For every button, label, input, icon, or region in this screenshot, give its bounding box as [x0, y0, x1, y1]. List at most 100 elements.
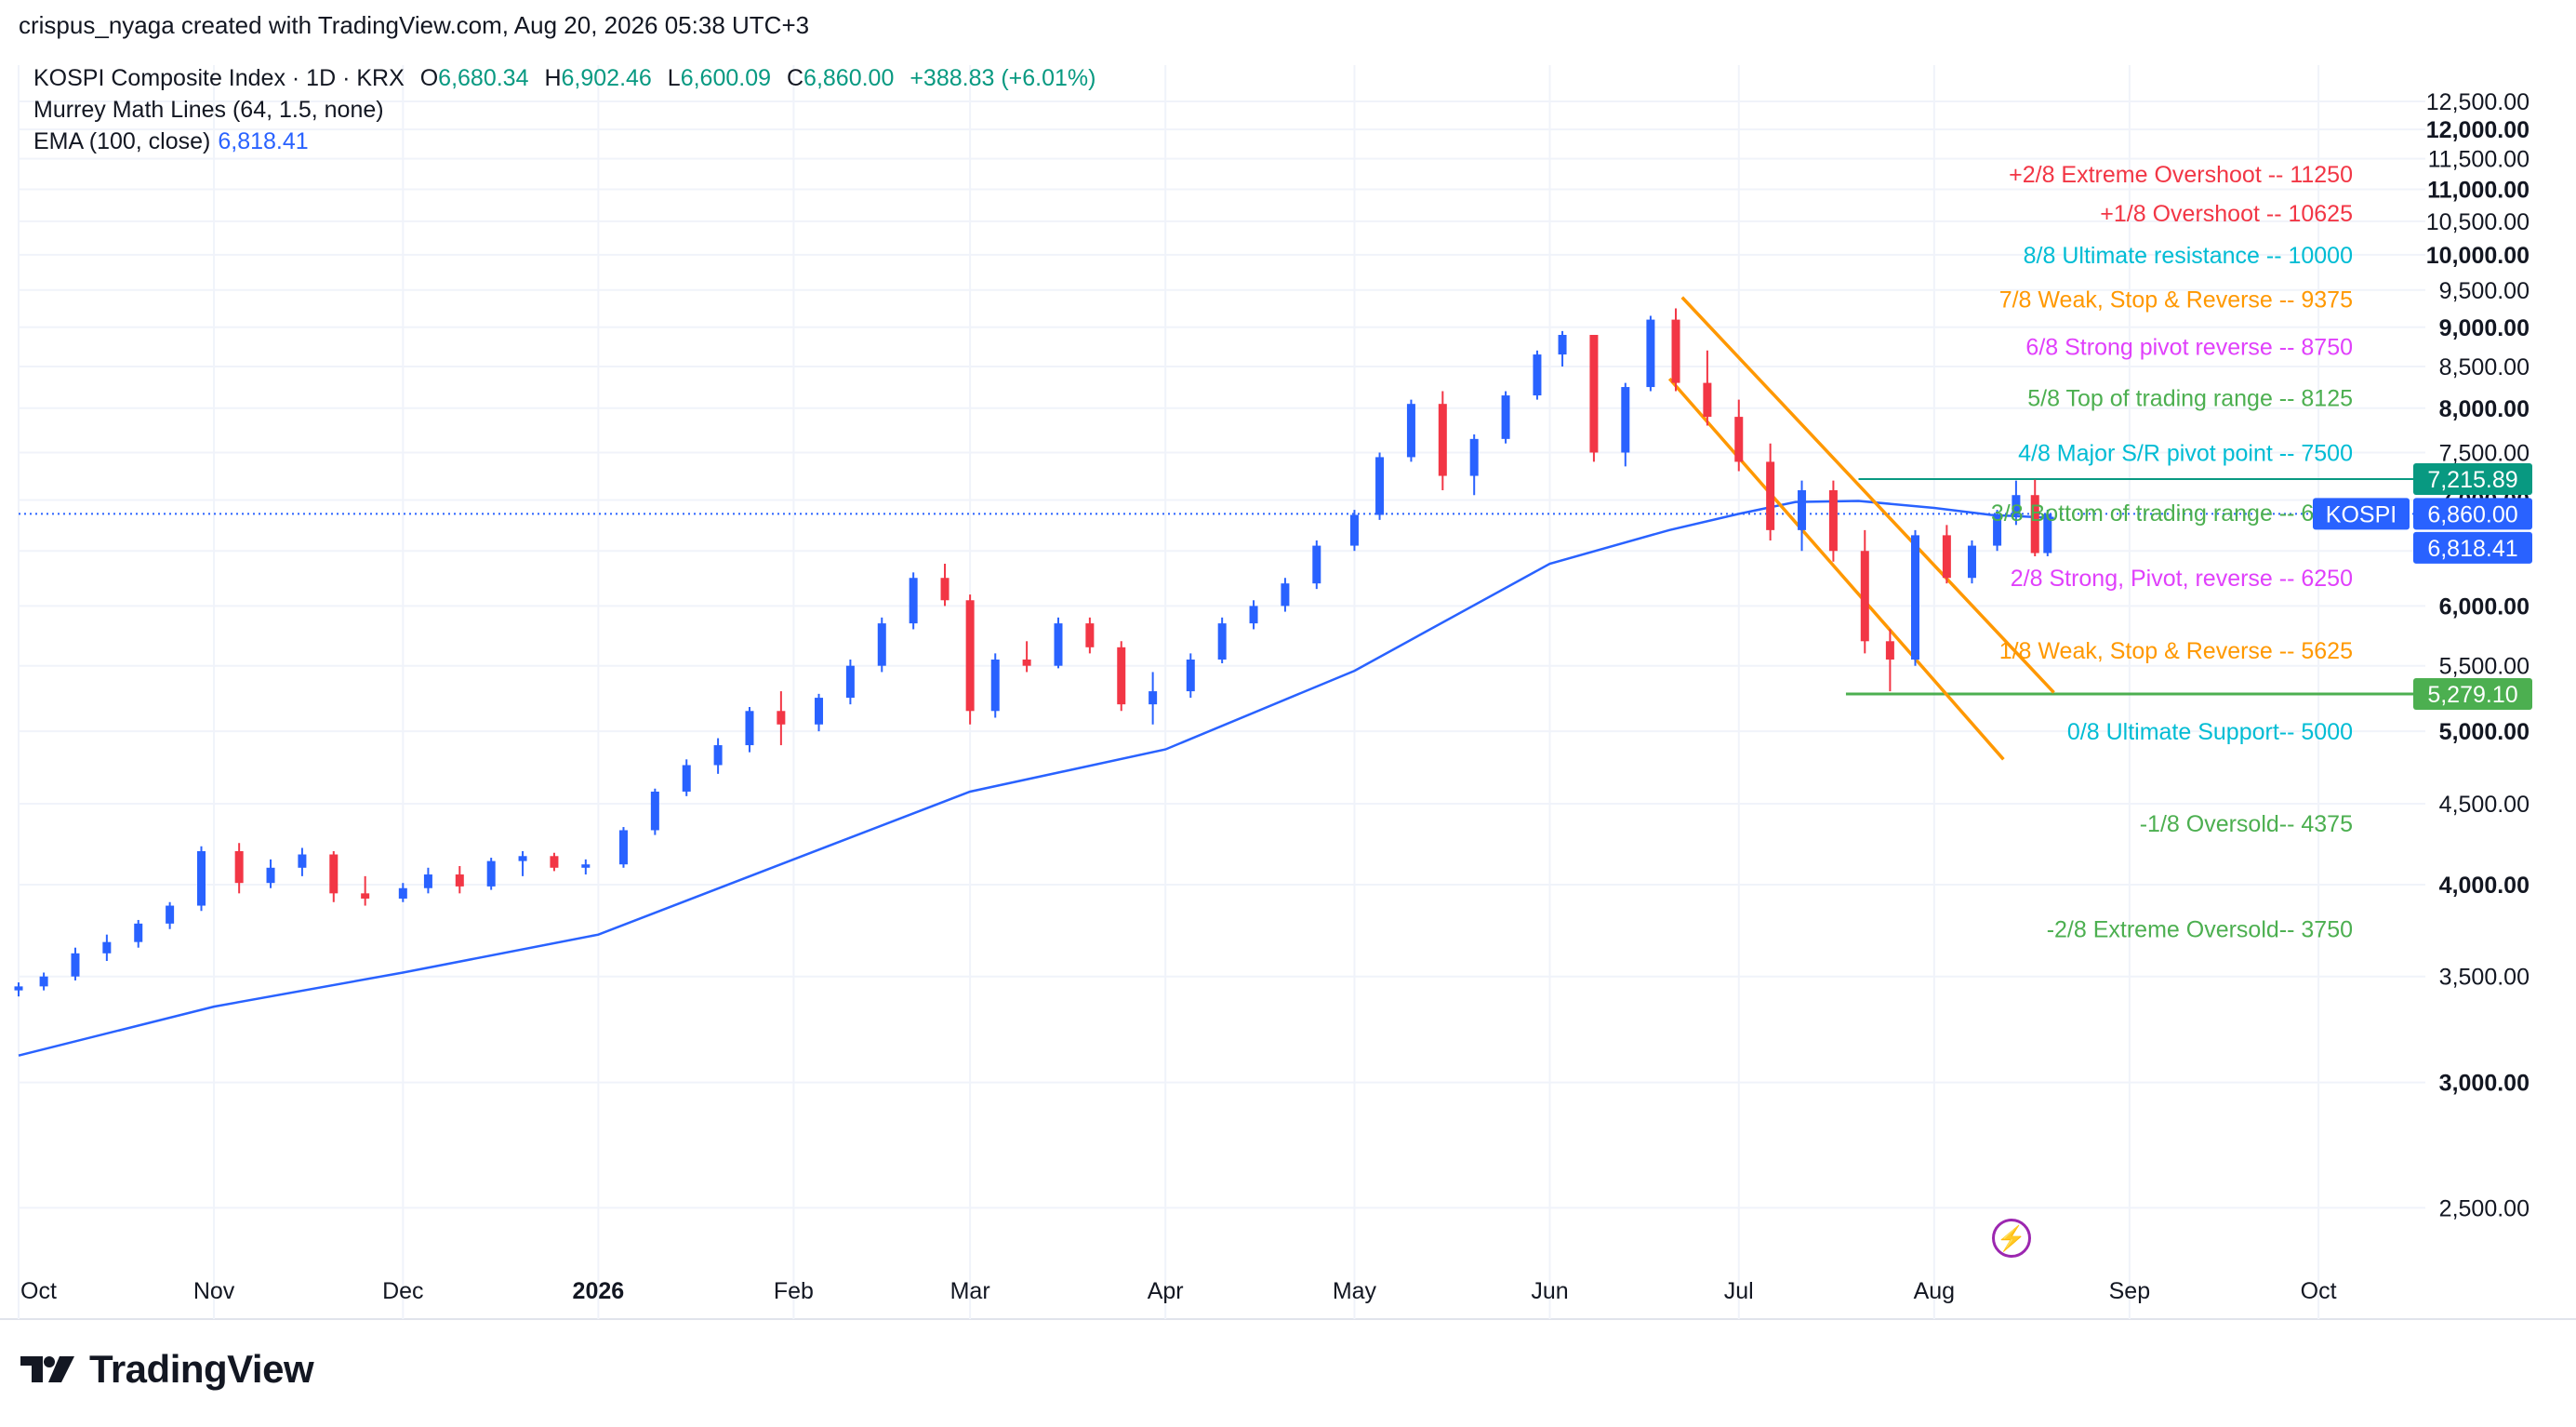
candle-body: [1375, 457, 1385, 515]
candle-body: [1993, 514, 2002, 546]
price-tick-label: 4,500.00: [2439, 792, 2530, 818]
time-tick-label: Feb: [774, 1278, 814, 1304]
price-tick-label: 5,500.00: [2439, 654, 2530, 680]
candle-body: [1885, 641, 1894, 660]
lightning-icon[interactable]: ⚡: [1992, 1219, 2031, 1258]
indicator-murrey-legend[interactable]: Murrey Math Lines (64, 1.5, none): [33, 97, 384, 124]
indicator-ema-label: EMA (100, close): [33, 128, 211, 154]
candle-body: [1186, 660, 1195, 692]
close-label: C: [786, 65, 804, 91]
time-tick-label: Jul: [1724, 1278, 1754, 1304]
price-tick-label: 10,000.00: [2426, 243, 2530, 269]
close-value: 6,860.00: [803, 65, 895, 91]
grid-lines: [0, 65, 2576, 1320]
candle-body: [1022, 660, 1031, 666]
murrey-math-labels: +2/8 Extreme Overshoot -- 11250 +1/8 Over…: [1991, 162, 2353, 943]
price-badge-value: 7,215.89: [2427, 467, 2517, 493]
candle-body: [1249, 606, 1258, 624]
candle-body: [14, 986, 23, 991]
candle-body: [1406, 404, 1415, 458]
low-value: 6,600.09: [680, 65, 772, 91]
candle-body: [2012, 495, 2021, 515]
price-tick-label: 6,000.00: [2439, 593, 2530, 620]
price-badges: 7,215.89 6,860.00 KOSPI 6,818.41 5,279.10: [2313, 463, 2532, 710]
candlestick-series: [14, 308, 2052, 997]
symbol-title: KOSPI Composite Index · 1D · KRX: [33, 65, 405, 91]
murrey-level-label: 4/8 Major S/R pivot point -- 7500: [2018, 440, 2353, 466]
high-value: 6,902.46: [561, 65, 652, 91]
symbol-badge: [2313, 498, 2410, 530]
time-tick-label: Oct: [2301, 1278, 2337, 1304]
candle-body: [329, 854, 339, 894]
candle-body: [682, 765, 691, 792]
candle-body: [940, 578, 949, 601]
high-label: H: [544, 65, 562, 91]
candle-body: [39, 976, 48, 987]
indicator-ema-value: 6,818.41: [218, 128, 309, 154]
candle-body: [1860, 551, 1869, 642]
candle-body: [298, 854, 307, 868]
candle-body: [518, 856, 527, 861]
time-tick-label: Apr: [1148, 1278, 1184, 1304]
candle-body: [581, 864, 591, 868]
price-badge: [2413, 531, 2532, 564]
symbol-badge-label: KOSPI: [2326, 501, 2397, 527]
murrey-level-label: 6/8 Strong pivot reverse -- 8750: [2025, 335, 2353, 361]
time-tick-label: Nov: [193, 1278, 235, 1304]
channel-lower-line[interactable]: [1667, 377, 2005, 761]
candle-body: [1646, 319, 1655, 388]
ema-line: [18, 500, 2425, 1057]
time-tick-label: 2026: [573, 1278, 625, 1304]
candle-body: [909, 578, 918, 624]
candle-body: [1798, 489, 1807, 530]
candle-body: [1349, 514, 1359, 546]
murrey-level-label: 5/8 Top of trading range -- 8125: [2027, 385, 2353, 411]
candle-body: [990, 660, 1000, 712]
indicator-ema-legend[interactable]: EMA (100, close) 6,818.41: [33, 128, 309, 155]
time-tick-label: May: [1333, 1278, 1377, 1304]
candle-body: [1589, 335, 1599, 453]
price-tick-label: 12,500.00: [2426, 89, 2530, 115]
candle-body: [1558, 335, 1567, 355]
murrey-level-label: 1/8 Weak, Stop & Reverse -- 5625: [1999, 638, 2353, 664]
candle-body: [845, 665, 855, 699]
price-tick-label: 9,500.00: [2439, 278, 2530, 304]
price-tick-label: 9,000.00: [2439, 315, 2530, 341]
candle-body: [71, 953, 80, 977]
price-badge-value: 6,860.00: [2427, 501, 2517, 527]
murrey-level-label: 0/8 Ultimate Support-- 5000: [2067, 719, 2353, 745]
candle-body: [2043, 513, 2052, 553]
candle-body: [1054, 623, 1063, 666]
price-tick-label: 5,000.00: [2439, 719, 2530, 745]
candle-body: [423, 874, 432, 888]
price-tick-label: 3,000.00: [2439, 1071, 2530, 1097]
time-axis[interactable]: Oct Nov Dec 2026 Feb Mar Apr May Jun Jul Aug Sep Oct: [20, 1278, 2337, 1304]
tradingview-logo-icon: [20, 1356, 74, 1382]
candle-body: [266, 867, 275, 884]
candle-body: [102, 941, 112, 954]
candle-body: [713, 745, 723, 766]
candle-body: [196, 850, 206, 906]
candle-body: [650, 791, 659, 831]
candle-body: [1621, 387, 1630, 453]
price-axis[interactable]: 2,500.00 3,000.00 3,500.00 4,000.00 4,500.00…: [2426, 89, 2530, 1221]
tradingview-logo[interactable]: TradingView: [19, 1347, 314, 1392]
candle-body: [777, 711, 786, 725]
price-tick-label: 8,000.00: [2439, 396, 2530, 422]
channel-upper-line[interactable]: [1680, 296, 2055, 694]
murrey-level-label: 8/8 Ultimate resistance -- 10000: [2024, 243, 2353, 269]
price-tick-label: 2,500.00: [2439, 1195, 2530, 1221]
candle-body: [1469, 438, 1479, 476]
time-tick-label: Aug: [1914, 1278, 1955, 1304]
open-value: 6,680.34: [438, 65, 529, 91]
drawing-lines[interactable]: [1667, 296, 2425, 761]
tradingview-wordmark: TradingView: [89, 1347, 314, 1391]
price-tick-label: 8,500.00: [2439, 354, 2530, 380]
candle-body: [1281, 583, 1290, 607]
candle-body: [1766, 461, 1775, 530]
candle-body: [1149, 691, 1158, 705]
candle-body: [486, 860, 496, 887]
symbol-legend[interactable]: KOSPI Composite Index · 1D · KRX O6,680.…: [33, 65, 1095, 92]
price-badge: [2413, 498, 2532, 530]
